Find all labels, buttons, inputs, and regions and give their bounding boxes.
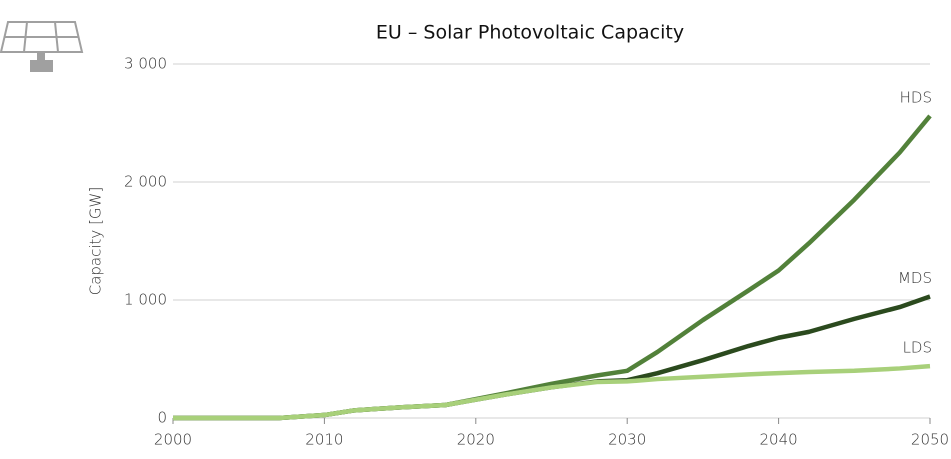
y-tick-label: 3 000: [124, 55, 167, 73]
y-tick-label: 2 000: [124, 173, 167, 191]
x-tick-label: 2000: [154, 431, 192, 449]
chart-title: EU – Solar Photovoltaic Capacity: [376, 22, 684, 44]
series-label: HDS: [900, 88, 932, 106]
series-line: [173, 294, 931, 421]
y-tick-label: 1 000: [124, 291, 167, 309]
solar-panel-icon: [0, 21, 84, 72]
x-tick-label: 2040: [760, 431, 798, 449]
series-line: [173, 363, 931, 421]
series-label: LDS: [903, 339, 932, 357]
x-tick-label: 2030: [608, 431, 646, 449]
x-tick-label: 2010: [305, 431, 343, 449]
x-tick-label: 2020: [457, 431, 495, 449]
series-label: MDS: [898, 269, 932, 287]
y-axis-label: Capacity [GW]: [87, 187, 105, 295]
x-tick-label: 2050: [911, 431, 949, 449]
y-tick-label: 0: [157, 409, 167, 427]
